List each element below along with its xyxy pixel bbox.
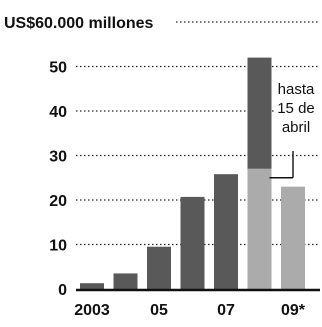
bar-2005 (147, 246, 171, 289)
bar-2004 (113, 273, 138, 289)
annotation-line-1: hasta (278, 81, 315, 98)
x-tick-label-2007: 07 (217, 302, 235, 319)
bar-2008-total (247, 57, 272, 169)
bar-2007 (214, 174, 238, 289)
annotation-background (276, 76, 320, 143)
y-tick-label-0: 0 (58, 282, 67, 299)
x-tick-label-2009*: 09* (281, 302, 306, 319)
bar-2006 (180, 196, 205, 289)
bar-2009* (281, 186, 305, 289)
annotation-line-3: abril (282, 119, 310, 136)
y-tick-label-20: 20 (49, 193, 67, 210)
annotation-line-2: 15 de (277, 100, 315, 117)
y-tick-label-30: 30 (49, 149, 67, 166)
y-tick-label-10: 10 (49, 238, 67, 255)
bar-2003 (80, 283, 104, 289)
y-tick-label-40: 40 (49, 104, 67, 121)
x-tick-label-2003: 2003 (74, 302, 110, 319)
chart-title: US$60.000 millones (4, 15, 154, 32)
bar-2008-partial (247, 168, 272, 289)
y-tick-label-50: 50 (49, 60, 67, 77)
x-tick-label-2005: 05 (150, 302, 168, 319)
